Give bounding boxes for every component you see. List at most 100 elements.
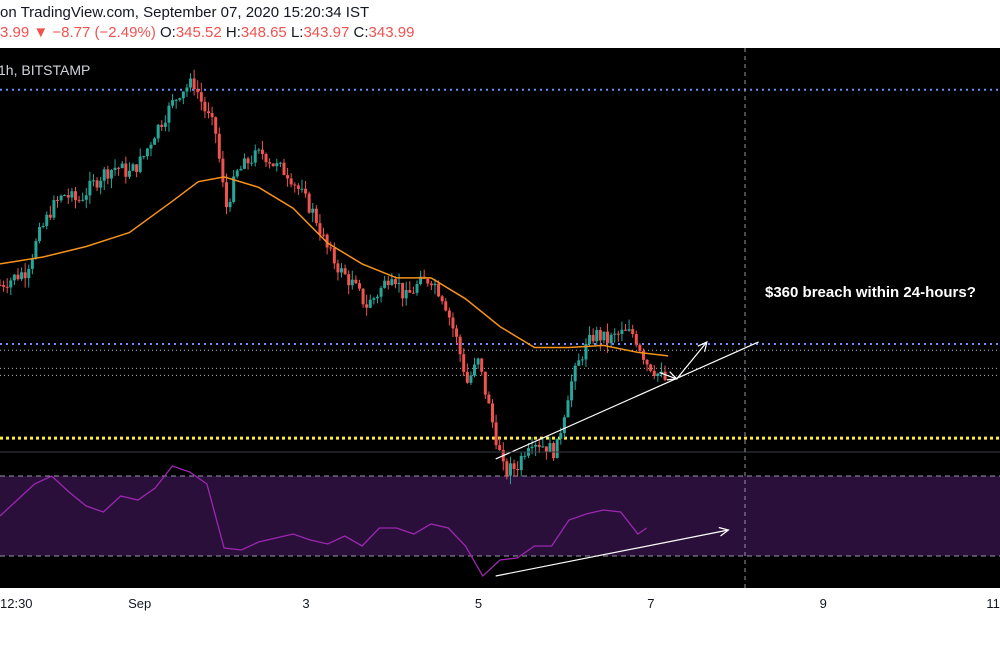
breakout-arrow-head bbox=[697, 340, 708, 352]
candle-body bbox=[286, 175, 290, 179]
candle-body bbox=[372, 298, 376, 300]
candle-body bbox=[16, 274, 20, 280]
candle-body bbox=[0, 284, 2, 286]
candle-body bbox=[634, 334, 638, 345]
x-tick-label: 5 bbox=[474, 596, 483, 611]
candle-body bbox=[613, 333, 617, 335]
candle-body bbox=[368, 299, 372, 308]
rsi-layer bbox=[0, 465, 647, 578]
candle-body bbox=[275, 163, 279, 167]
candle-body bbox=[663, 371, 667, 380]
candle-body bbox=[408, 290, 412, 293]
candle-body bbox=[70, 191, 74, 198]
candle-body bbox=[566, 400, 570, 418]
candle-body bbox=[476, 358, 480, 365]
candle-body bbox=[278, 162, 282, 164]
candles-layer bbox=[0, 69, 667, 485]
candle-body bbox=[606, 331, 610, 344]
candle-body bbox=[117, 167, 121, 169]
candle-body bbox=[242, 158, 246, 169]
candle-body bbox=[135, 164, 139, 172]
candle-body bbox=[127, 170, 131, 177]
candle-body bbox=[609, 334, 613, 344]
candle-body bbox=[523, 455, 527, 457]
candle-body bbox=[81, 199, 85, 201]
candle-body bbox=[440, 296, 444, 302]
candle-body bbox=[490, 403, 494, 423]
candle-body bbox=[505, 461, 509, 476]
last-price-fragment: 3.99 bbox=[0, 24, 30, 41]
candle-body bbox=[343, 268, 347, 275]
candle-body bbox=[530, 446, 534, 449]
high-value: 348.65 bbox=[240, 24, 287, 41]
candle-body bbox=[221, 158, 225, 183]
candle-body bbox=[347, 274, 351, 286]
candle-body bbox=[444, 301, 448, 311]
candle-body bbox=[203, 101, 207, 112]
candle-body bbox=[620, 329, 624, 334]
candle-body bbox=[555, 438, 559, 459]
source-line: on TradingView.com, September 07, 2020 1… bbox=[0, 4, 370, 21]
candle-body bbox=[253, 150, 257, 163]
price-trendline bbox=[495, 341, 759, 460]
annotation-label: $360 breach within 24-hours? bbox=[765, 284, 976, 301]
candle-body bbox=[354, 279, 358, 284]
candle-body bbox=[458, 336, 462, 355]
candle-body bbox=[480, 358, 484, 372]
candle-body bbox=[419, 276, 423, 285]
price-chart[interactable]: 1h, BITSTAMP $360 breach within 24-hours… bbox=[0, 48, 1000, 588]
candle-body bbox=[498, 445, 502, 451]
candle-body bbox=[519, 455, 523, 471]
candle-body bbox=[77, 200, 81, 202]
candle-body bbox=[138, 156, 142, 172]
candle-body bbox=[322, 234, 326, 236]
low-value: 343.97 bbox=[303, 24, 350, 41]
open-value: 345.52 bbox=[175, 24, 222, 41]
candle-body bbox=[361, 288, 365, 305]
candle-body bbox=[649, 364, 653, 371]
candle-body bbox=[296, 185, 300, 189]
chart-header: on TradingView.com, September 07, 2020 1… bbox=[0, 0, 1000, 48]
candle-body bbox=[591, 334, 595, 342]
candle-body bbox=[469, 375, 473, 383]
candle-body bbox=[167, 105, 171, 123]
candle-body bbox=[336, 263, 340, 273]
candle-body bbox=[20, 272, 24, 280]
candle-body bbox=[56, 199, 60, 201]
candle-body bbox=[9, 280, 13, 288]
candle-body bbox=[160, 124, 164, 127]
candle-body bbox=[23, 272, 27, 279]
candle-body bbox=[656, 373, 660, 376]
candle-body bbox=[451, 317, 455, 329]
candle-body bbox=[379, 287, 383, 297]
candle-body bbox=[404, 290, 408, 299]
candle-body bbox=[311, 208, 315, 213]
candle-body bbox=[131, 164, 135, 171]
candle-body bbox=[429, 283, 433, 286]
candle-body bbox=[304, 188, 308, 194]
candle-body bbox=[307, 193, 311, 213]
candle-body bbox=[397, 282, 401, 285]
close-value: 343.99 bbox=[368, 24, 415, 41]
candle-body bbox=[63, 195, 67, 197]
time-axis[interactable]: 12:30 Sep 3 5 7 9 11 bbox=[0, 588, 1000, 660]
candle-body bbox=[447, 310, 451, 318]
candle-body bbox=[95, 180, 99, 188]
candle-body bbox=[350, 279, 354, 286]
close-label: C: bbox=[353, 24, 369, 41]
candle-body bbox=[91, 180, 95, 182]
candle-body bbox=[595, 330, 599, 342]
candle-body bbox=[109, 169, 113, 179]
candle-body bbox=[573, 365, 577, 382]
candle-body bbox=[207, 111, 210, 114]
candle-body bbox=[314, 208, 318, 224]
candle-body bbox=[340, 268, 344, 273]
candle-body bbox=[163, 122, 167, 127]
rsi-band bbox=[0, 476, 1000, 556]
candle-body bbox=[2, 284, 6, 287]
candle-body bbox=[260, 149, 264, 155]
candle-body bbox=[598, 330, 602, 341]
candle-body bbox=[34, 241, 38, 259]
rsi-line bbox=[0, 465, 647, 578]
candle-body bbox=[512, 463, 516, 469]
